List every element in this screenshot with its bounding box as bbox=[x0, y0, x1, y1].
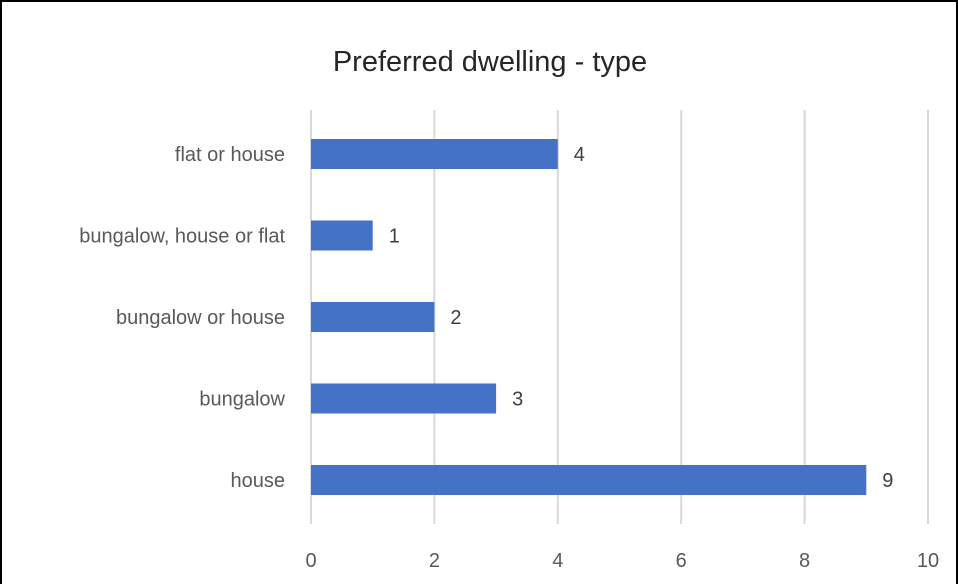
bar bbox=[311, 302, 435, 332]
category-label: bungalow, house or flat bbox=[79, 226, 285, 248]
data-label: 1 bbox=[389, 226, 400, 248]
bars bbox=[311, 139, 867, 495]
x-tick-label: 10 bbox=[917, 550, 939, 572]
bar bbox=[311, 139, 558, 169]
chart-title: Preferred dwelling - type bbox=[333, 46, 647, 78]
x-tick-label: 8 bbox=[799, 550, 810, 572]
data-label: 3 bbox=[512, 389, 523, 411]
data-label: 9 bbox=[882, 470, 893, 492]
x-tick-label: 0 bbox=[305, 550, 316, 572]
category-label: flat or house bbox=[175, 144, 285, 166]
category-label: bungalow bbox=[199, 389, 285, 411]
labels: 0 2 4 6 8 10 flat or house 4 bungalow, house or … bbox=[79, 144, 939, 572]
gridlines bbox=[310, 110, 929, 524]
data-label: 2 bbox=[450, 307, 461, 329]
category-label: bungalow or house bbox=[116, 307, 285, 329]
bar bbox=[311, 465, 867, 495]
x-tick-label: 4 bbox=[552, 550, 563, 572]
x-tick-label: 2 bbox=[429, 550, 440, 572]
bar bbox=[311, 220, 373, 251]
data-label: 4 bbox=[574, 144, 585, 166]
bar bbox=[311, 383, 497, 414]
category-label: house bbox=[231, 470, 286, 492]
x-tick-label: 6 bbox=[676, 550, 687, 572]
